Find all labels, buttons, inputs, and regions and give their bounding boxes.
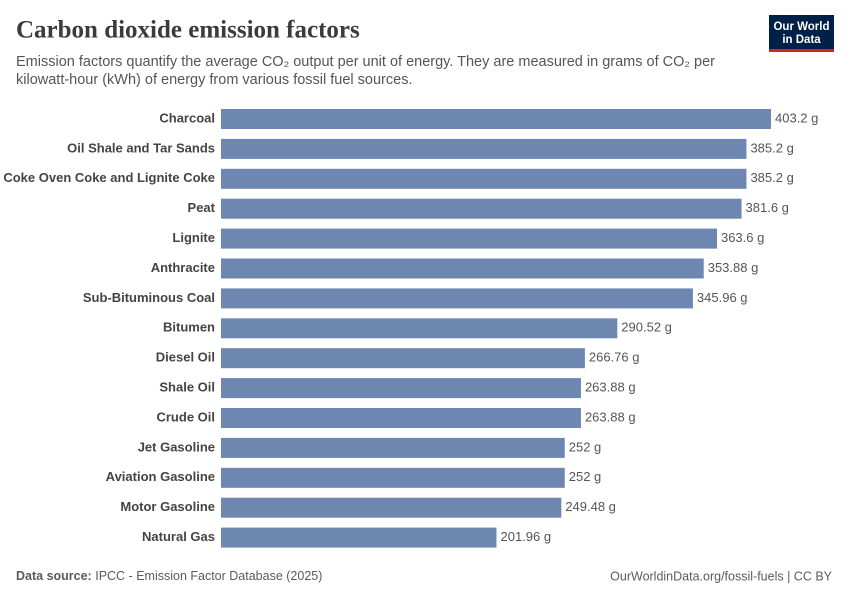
bar	[221, 467, 565, 488]
bar	[221, 228, 717, 249]
value-label: 249.48 g	[565, 499, 616, 514]
value-label: 385.2 g	[750, 140, 793, 155]
category-label: Coke Oven Coke and Lignite Coke	[3, 170, 215, 185]
category-label: Shale Oil	[159, 380, 215, 395]
bar	[221, 138, 747, 159]
bar	[221, 497, 562, 518]
logo[interactable]: Our World in Data	[769, 15, 834, 52]
subtitle: Emission factors quantify the average CO…	[16, 54, 715, 70]
bar	[221, 527, 497, 548]
bar	[221, 348, 585, 369]
subtitle: kilowatt-hour (kWh) of energy from vario…	[16, 72, 412, 88]
logo-text: in Data	[782, 34, 821, 46]
category-label: Charcoal	[159, 110, 215, 125]
category-label: Motor Gasoline	[120, 499, 215, 514]
category-label: Natural Gas	[142, 529, 215, 544]
source-label: Data source:	[16, 569, 92, 583]
bar	[221, 288, 693, 309]
value-label: 201.96 g	[500, 529, 551, 544]
category-label: Lignite	[172, 230, 215, 245]
value-label: 252 g	[569, 469, 602, 484]
logo-text: Our World	[773, 21, 829, 33]
chart-title: Carbon dioxide emission factors	[16, 17, 360, 44]
category-label: Anthracite	[151, 260, 215, 275]
logo-stripe	[769, 49, 834, 52]
bar	[221, 318, 618, 339]
value-label: 263.88 g	[585, 380, 636, 395]
bar	[221, 258, 704, 279]
bar	[221, 408, 581, 428]
category-label: Oil Shale and Tar Sands	[67, 140, 215, 155]
bar	[221, 378, 581, 399]
value-label: 290.52 g	[621, 320, 672, 335]
value-label: 381.6 g	[746, 200, 789, 215]
source: Data source: IPCC - Emission Factor Data…	[16, 569, 322, 583]
value-label: 263.88 g	[585, 409, 636, 424]
logo-box	[769, 15, 834, 52]
category-label: Bitumen	[163, 320, 215, 335]
category-label: Sub-Bituminous Coal	[83, 290, 215, 305]
category-label: Diesel Oil	[156, 350, 215, 365]
value-label: 345.96 g	[697, 290, 748, 305]
value-label: 266.76 g	[589, 350, 640, 365]
bar	[221, 168, 747, 189]
value-label: 385.2 g	[750, 170, 793, 185]
value-label: 252 g	[569, 439, 602, 454]
category-label: Aviation Gasoline	[106, 469, 215, 484]
category-label: Peat	[188, 200, 216, 215]
bar	[221, 437, 565, 458]
category-label: Crude Oil	[156, 409, 215, 424]
bar	[221, 198, 742, 219]
source-text: IPCC - Emission Factor Database (2025)	[95, 569, 322, 583]
value-label: 363.6 g	[721, 230, 764, 245]
value-label: 403.2 g	[775, 110, 818, 125]
bar	[221, 109, 771, 129]
category-label: Jet Gasoline	[138, 439, 215, 454]
source-url[interactable]: OurWorldinData.org/fossil-fuels | CC BY	[610, 569, 833, 583]
value-label: 353.88 g	[708, 260, 759, 275]
